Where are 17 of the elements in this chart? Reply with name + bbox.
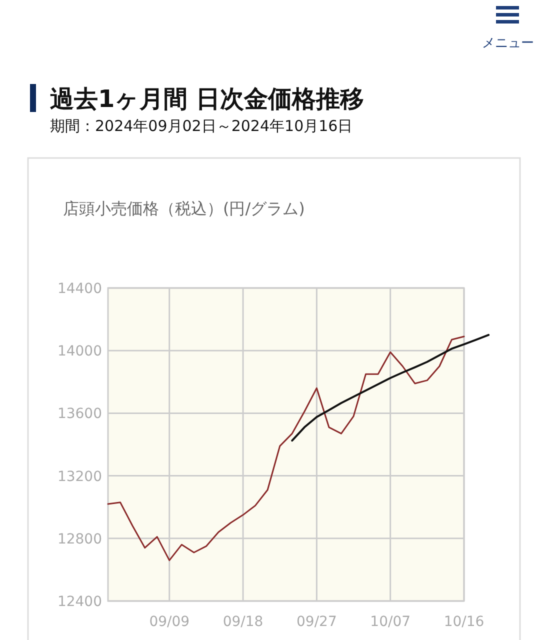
y-tick-label: 14400 (57, 281, 102, 297)
line-series (291, 334, 490, 442)
chart-title: 過去1ヶ月間 日次金価格推移 (50, 85, 364, 113)
y-tick-label: 12400 (57, 594, 102, 610)
chart-subtitle: 期間：2024年09月02日～2024年10月16日 (50, 117, 353, 135)
x-tick-label: 09/27 (296, 614, 337, 630)
x-tick-label: 09/18 (222, 614, 264, 630)
y-tick-label: 14000 (57, 344, 102, 360)
x-tick-label: 10/16 (444, 614, 484, 630)
x-tick-label: 09/09 (149, 614, 190, 630)
y-tick-label: 13600 (57, 406, 102, 422)
y-axis-title: 店頭小売価格（税込）(円/グラム) (63, 199, 305, 218)
x-tick-label: 10/07 (370, 614, 411, 630)
y-tick-label: 12800 (57, 531, 102, 548)
y-tick-label: 13200 (57, 468, 102, 485)
text: メニュー (482, 36, 534, 51)
line-series (107, 336, 465, 562)
